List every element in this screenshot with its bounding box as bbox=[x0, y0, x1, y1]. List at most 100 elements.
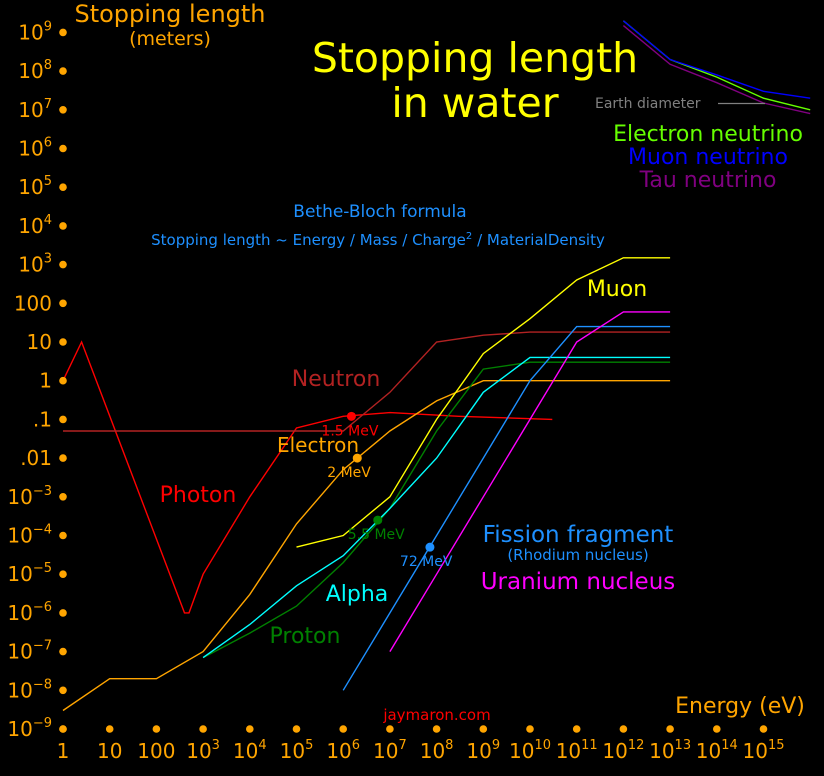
x-tick-label: 106 bbox=[326, 738, 360, 763]
series-line-neutron bbox=[63, 331, 671, 432]
y-tick-label: 10−5 bbox=[7, 561, 52, 586]
x-tick-dot bbox=[759, 725, 768, 733]
y-tick-label: 10−8 bbox=[7, 677, 52, 702]
y-tick-dot bbox=[59, 338, 67, 346]
y-axis-label: Stopping length bbox=[74, 0, 265, 28]
x-tick-label: 1010 bbox=[509, 738, 551, 763]
marker-label-fission-72MeV: 72 MeV bbox=[400, 554, 453, 570]
y-tick-dot bbox=[59, 609, 67, 617]
x-tick-label: 109 bbox=[466, 738, 500, 763]
label-nu-e: Electron neutrino bbox=[613, 122, 803, 147]
y-tick-dot bbox=[59, 144, 67, 153]
x-tick-label: 104 bbox=[233, 738, 267, 763]
marker-photon-1.5MeV bbox=[346, 411, 356, 421]
x-tick-label: 107 bbox=[373, 738, 407, 763]
x-axis-label: Energy (eV) bbox=[675, 694, 805, 719]
label-uranium: Uranium nucleus bbox=[481, 569, 676, 595]
y-tick-label: 106 bbox=[18, 136, 52, 161]
label-photon: Photon bbox=[160, 483, 237, 508]
marker-label-alpha-5.5MeV: 5.5 MeV bbox=[348, 527, 405, 543]
y-tick-label: 1 bbox=[39, 369, 52, 393]
tick-layer: 1 10 100 103 104 105 106 107 108 109 1010 1011 1012 1… bbox=[7, 19, 784, 763]
x-tick-dot bbox=[152, 725, 161, 733]
watermark: jaymaron.com bbox=[382, 706, 490, 724]
label-neutron: Neutron bbox=[292, 367, 381, 392]
series-line-uranium-nucleus bbox=[389, 311, 671, 652]
y-tick-dot bbox=[59, 376, 67, 385]
y-tick-dot bbox=[59, 454, 67, 462]
formula-title: Bethe-Bloch formula bbox=[293, 202, 466, 222]
y-tick-dot bbox=[59, 493, 67, 501]
label-muon: Muon bbox=[587, 277, 647, 302]
y-tick-dot bbox=[59, 67, 67, 75]
y-tick-dot bbox=[59, 106, 67, 114]
x-tick-dot bbox=[432, 725, 441, 733]
y-tick-label: 105 bbox=[18, 174, 52, 199]
series-line-proton bbox=[202, 361, 671, 659]
series-line-muon bbox=[296, 257, 671, 548]
marker-label-electron-2MeV: 2 MeV bbox=[327, 465, 371, 481]
formula-pre: Stopping length ~ Energy / Mass / Charge bbox=[151, 231, 466, 249]
x-tick-label: 1014 bbox=[696, 738, 738, 763]
label-electron: Electron bbox=[277, 433, 359, 457]
y-tick-label: 10−3 bbox=[7, 484, 52, 509]
formula-post: / MaterialDensity bbox=[472, 231, 605, 249]
y-tick-label: 104 bbox=[18, 213, 52, 238]
x-tick-dot bbox=[386, 725, 394, 733]
formula-sup: 2 bbox=[466, 231, 472, 242]
marker-layer: 1.5 MeV 2 MeV 5.5 MeV 72 MeV bbox=[321, 411, 453, 570]
marker-alpha-5.5MeV bbox=[373, 515, 383, 525]
x-tick-dot bbox=[619, 725, 628, 733]
y-tick-label: .01 bbox=[20, 446, 52, 470]
x-tick-dot bbox=[713, 725, 721, 733]
earth-diameter-label: Earth diameter bbox=[595, 96, 701, 112]
series-line-tau-neutrino bbox=[622, 25, 811, 115]
y-axis-unit: (meters) bbox=[129, 28, 211, 50]
y-tick-dot bbox=[59, 570, 67, 578]
chart-title-line1: Stopping length bbox=[312, 34, 638, 82]
x-tick-label: 1013 bbox=[649, 738, 691, 763]
y-tick-dot bbox=[59, 686, 67, 695]
series-line-alpha bbox=[202, 356, 671, 659]
y-tick-dot bbox=[59, 415, 67, 424]
marker-label-photon-1.5MeV: 1.5 MeV bbox=[321, 423, 378, 439]
x-tick-label: 10 bbox=[97, 739, 122, 763]
y-tick-label: 103 bbox=[18, 252, 52, 277]
formula-text: Stopping length ~ Energy / Mass / Charge… bbox=[151, 231, 605, 249]
y-tick-dot bbox=[59, 299, 67, 308]
label-alpha: Alpha bbox=[326, 582, 389, 607]
x-tick-label: 1015 bbox=[743, 738, 785, 763]
label-proton: Proton bbox=[270, 624, 341, 649]
series-line-photon bbox=[62, 340, 553, 614]
label-fission: Fission fragment bbox=[483, 522, 674, 548]
x-tick-label: 1011 bbox=[556, 738, 598, 763]
x-tick-dot bbox=[526, 725, 534, 733]
y-tick-label: 10 bbox=[27, 330, 52, 354]
chart-title-line2: in water bbox=[391, 79, 558, 127]
marker-fission-72MeV bbox=[425, 542, 435, 552]
series-line-electron bbox=[62, 380, 671, 712]
label-fission-sub: (Rhodium nucleus) bbox=[507, 546, 648, 564]
y-tick-dot bbox=[59, 531, 67, 540]
series-line-muon-neutrino bbox=[622, 20, 811, 99]
x-tick-dot bbox=[292, 725, 301, 733]
x-tick-dot bbox=[572, 725, 581, 733]
x-tick-label: 105 bbox=[280, 738, 314, 763]
y-tick-dot bbox=[59, 222, 67, 230]
x-tick-label: 1012 bbox=[602, 738, 644, 763]
x-tick-dot bbox=[105, 725, 114, 733]
y-tick-dot bbox=[59, 260, 67, 269]
series-layer bbox=[62, 20, 811, 712]
x-tick-dot bbox=[199, 725, 207, 733]
x-tick-dot bbox=[339, 725, 348, 733]
y-tick-label: 10−6 bbox=[7, 600, 52, 625]
y-tick-label: 10−9 bbox=[7, 716, 52, 741]
series-line-fission-fragment bbox=[342, 325, 671, 691]
x-tick-label: 1 bbox=[57, 739, 70, 763]
y-tick-label: 10−7 bbox=[7, 639, 52, 664]
marker-electron-2MeV bbox=[352, 453, 362, 463]
y-tick-label: 107 bbox=[18, 97, 52, 122]
y-tick-dot bbox=[59, 725, 67, 733]
y-tick-label: 10−4 bbox=[7, 523, 52, 548]
